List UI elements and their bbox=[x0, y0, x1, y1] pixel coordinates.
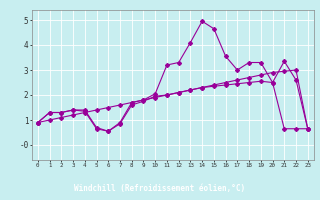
Text: Windchill (Refroidissement éolien,°C): Windchill (Refroidissement éolien,°C) bbox=[75, 184, 245, 193]
